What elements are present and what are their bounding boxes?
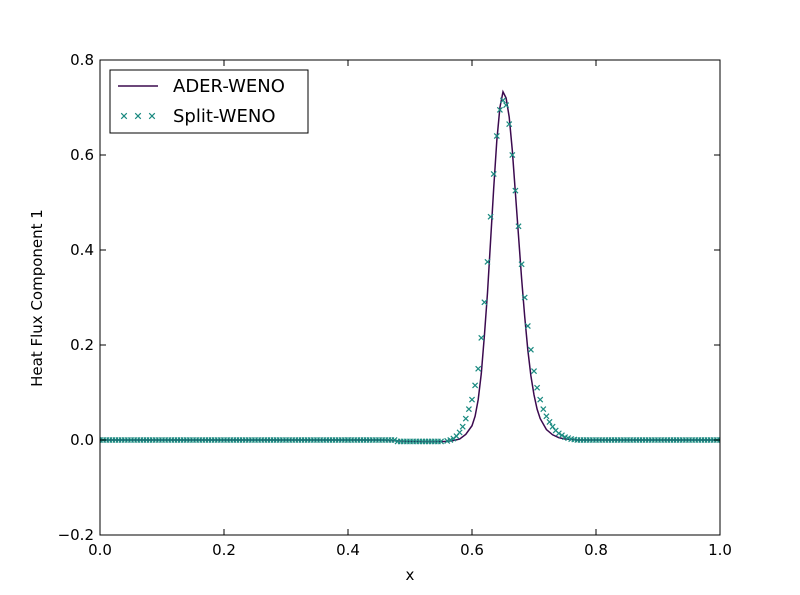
split-weno-marker xyxy=(493,132,500,140)
legend-box xyxy=(109,69,309,134)
split-weno-marker xyxy=(120,112,128,120)
split-weno-marker xyxy=(524,322,531,330)
split-weno-marker xyxy=(447,436,454,444)
y-tick-label: 0.2 xyxy=(70,336,94,354)
split-weno-marker xyxy=(475,365,482,372)
split-weno-marker xyxy=(503,102,510,109)
split-weno-marker xyxy=(481,299,488,306)
x-tick-label: 0.2 xyxy=(212,541,236,559)
split-weno-marker xyxy=(462,415,469,422)
ticks-layer: 0.0 0.2 0.4 0.6 0.8 1.0−0.20.00.20.40.60.8 xyxy=(58,51,732,559)
split-weno-marker xyxy=(490,170,497,178)
split-weno-marker xyxy=(499,97,507,104)
split-weno-marker xyxy=(496,106,503,113)
y-tick-label: 0.4 xyxy=(70,241,94,259)
split-weno-marker xyxy=(487,213,494,220)
split-weno-marker xyxy=(512,187,519,194)
split-weno-marker xyxy=(484,258,491,265)
y-axis-label: Heat Flux Component 1 xyxy=(28,209,46,387)
split-weno-marker xyxy=(437,438,445,445)
split-weno-marker xyxy=(344,436,352,444)
ader-weno-line xyxy=(100,89,720,443)
split-weno-marker xyxy=(468,396,476,403)
series-layer xyxy=(100,89,720,445)
split-weno-marker xyxy=(555,430,562,437)
split-weno-marker xyxy=(530,368,538,375)
split-weno-marker xyxy=(543,413,550,420)
split-weno-marker xyxy=(527,346,534,353)
legend-label-ader-weno: ADER-WENO xyxy=(173,76,285,97)
split-weno-marker xyxy=(472,382,479,389)
x-tick-label: 0.4 xyxy=(336,541,360,559)
split-weno-marker xyxy=(546,418,553,425)
split-weno-marker xyxy=(537,396,544,403)
split-weno-marker xyxy=(459,423,466,430)
x-tick-label: 1.0 xyxy=(708,541,732,559)
plot-frame xyxy=(99,59,721,536)
split-weno-marker xyxy=(534,384,541,391)
split-weno-marker xyxy=(558,432,565,439)
x-tick-label: 0.6 xyxy=(460,541,484,559)
split-weno-marker xyxy=(509,151,516,159)
split-weno-marker xyxy=(540,406,547,413)
split-weno-marker xyxy=(515,223,522,230)
split-weno-marker xyxy=(506,121,513,128)
split-weno-marker xyxy=(478,334,485,341)
split-weno-marker xyxy=(465,406,472,413)
split-weno-marker xyxy=(521,294,528,301)
y-tick-label: 0.6 xyxy=(70,146,94,164)
split-weno-marker xyxy=(456,429,463,436)
y-tick-label: 0.0 xyxy=(70,431,94,449)
split-weno-marker xyxy=(716,436,720,444)
split-weno-marker xyxy=(148,112,156,120)
x-tick-label: 0.8 xyxy=(584,541,608,559)
y-tick-label: 0.8 xyxy=(70,51,94,69)
legend: ADER-WENO Split-WENO xyxy=(109,69,309,134)
split-weno-marker xyxy=(391,436,398,444)
x-tick-label: 0.0 xyxy=(88,541,112,559)
x-axis-label: x xyxy=(406,566,415,584)
legend-label-split-weno: Split-WENO xyxy=(173,106,275,127)
split-weno-marker xyxy=(134,112,142,120)
split-weno-marker xyxy=(571,436,578,443)
legend-marker-swatch xyxy=(120,112,156,120)
y-tick-label: −0.2 xyxy=(58,526,94,544)
split-weno-marker xyxy=(518,261,525,268)
